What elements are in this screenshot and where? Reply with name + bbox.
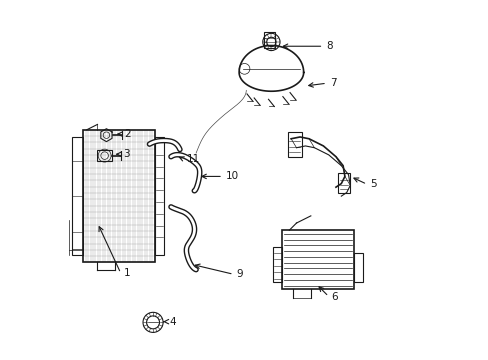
Text: 10: 10 [225,171,239,181]
Bar [282,230,353,289]
Bar [155,137,163,255]
Text: 2: 2 [124,129,131,139]
Bar [287,132,301,157]
Bar [264,32,275,48]
Text: 6: 6 [331,292,338,302]
Bar [72,137,83,255]
Text: 11: 11 [187,154,200,164]
Text: 8: 8 [325,41,332,51]
Text: 1: 1 [123,268,130,278]
Bar [273,247,282,282]
Text: 9: 9 [236,269,243,279]
Text: 4: 4 [169,317,176,327]
Bar [97,150,112,161]
Bar [353,253,362,282]
Bar [337,173,349,193]
Bar [83,130,155,262]
Text: 3: 3 [123,149,130,159]
Text: 7: 7 [329,78,336,88]
Text: 5: 5 [369,179,376,189]
